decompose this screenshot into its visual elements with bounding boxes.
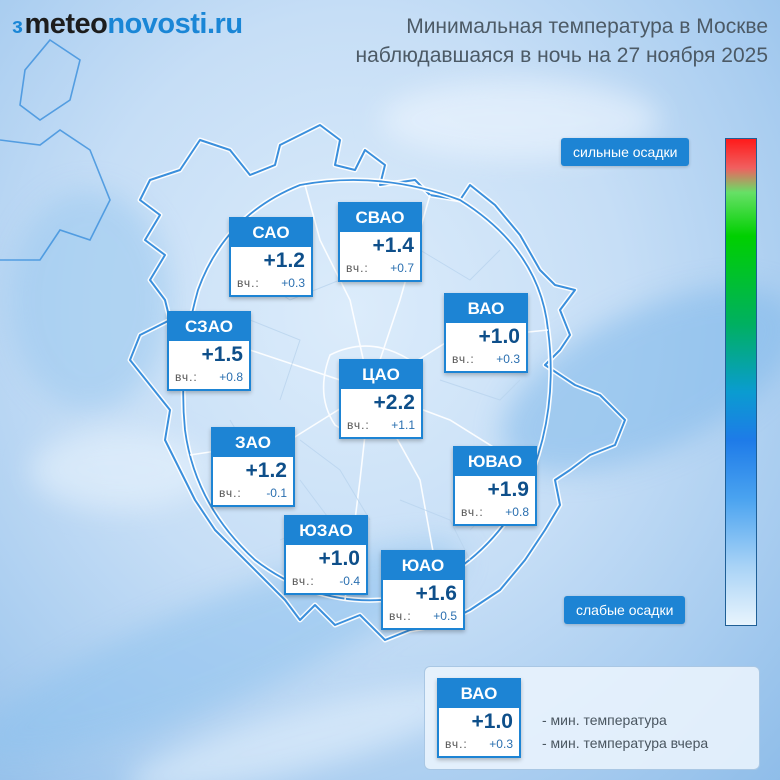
precipitation-layer	[0, 80, 780, 780]
district-yesterday: вч.: -0.1	[213, 485, 293, 501]
yesterday-value: +0.8	[505, 505, 529, 519]
yesterday-label: вч.:	[219, 486, 242, 500]
scale-top-label: сильные осадки	[561, 138, 690, 166]
district-yesterday: вч.: +0.3	[231, 275, 311, 291]
district-card-vao: ВАО +1.0 вч.: +0.3	[444, 293, 528, 373]
yesterday-value: -0.4	[339, 574, 360, 588]
district-yesterday: вч.: +0.8	[169, 369, 249, 385]
yesterday-label: вч.:	[346, 261, 369, 275]
yesterday-label: вч.:	[175, 370, 198, 384]
district-card-yuao: ЮАО +1.6 вч.: +0.5	[381, 550, 465, 630]
yesterday-label: вч.:	[347, 418, 370, 432]
legend-card: ВАО +1.0 вч.: +0.3	[437, 678, 521, 758]
district-name: ЮВАО	[455, 448, 535, 476]
district-yesterday: вч.: +0.7	[340, 260, 420, 276]
brand-name-part1: meteo	[24, 8, 108, 40]
yesterday-value: +0.5	[433, 609, 457, 623]
district-name: СВАО	[340, 204, 420, 232]
legend-line-temp: - мин. температура	[542, 712, 667, 728]
district-card-yuzao: ЮЗАО +1.0 вч.: -0.4	[284, 515, 368, 595]
map-title: Минимальная температура в Москве наблюда…	[356, 12, 768, 70]
yesterday-label: вч.:	[292, 574, 315, 588]
brand-logo: ɜmeteonovosti.ru	[12, 8, 243, 41]
district-temp: +1.5	[201, 343, 243, 366]
yesterday-label: вч.:	[461, 505, 484, 519]
district-temp: +1.6	[415, 582, 457, 605]
district-yesterday: вч.: +0.5	[383, 608, 463, 624]
yesterday-label: вч.:	[445, 737, 468, 751]
district-yesterday: вч.: +0.3	[439, 736, 519, 752]
district-yesterday: вч.: +0.8	[455, 504, 535, 520]
outer-territory	[0, 38, 111, 261]
legend-line-yesterday: - мин. температура вчера	[542, 735, 709, 751]
map-title-line2: наблюдавшаяся в ночь на 27 ноября 2025	[355, 44, 768, 67]
district-name: ВАО	[446, 295, 526, 323]
precipitation-scale-bar	[725, 138, 757, 626]
scale-bottom-label: слабые осадки	[564, 596, 686, 624]
district-name: СЗАО	[169, 313, 249, 341]
district-name: САО	[231, 219, 311, 247]
district-temp: +1.9	[487, 478, 529, 501]
district-temp: +2.2	[373, 391, 415, 414]
district-card-yuvao: ЮВАО +1.9 вч.: +0.8	[453, 446, 537, 526]
yesterday-label: вч.:	[389, 609, 412, 623]
district-name: ЮАО	[383, 552, 463, 580]
district-yesterday: вч.: +1.1	[341, 417, 421, 433]
yesterday-value: +0.3	[496, 352, 520, 366]
district-temp: +1.0	[318, 547, 360, 570]
yesterday-value: +0.8	[219, 370, 243, 384]
yesterday-value: +0.3	[281, 276, 305, 290]
district-name: ЮЗАО	[286, 517, 366, 545]
brand-name-part2: novosti.ru	[107, 8, 243, 40]
yesterday-label: вч.:	[237, 276, 260, 290]
district-yesterday: вч.: -0.4	[286, 573, 366, 589]
district-card-svao: СВАО +1.4 вч.: +0.7	[338, 202, 422, 282]
district-temp: +1.2	[263, 249, 305, 272]
district-temp: +1.2	[245, 459, 287, 482]
yesterday-value: -0.1	[266, 486, 287, 500]
yesterday-value: +0.7	[390, 261, 414, 275]
district-temp: +1.0	[471, 710, 513, 733]
district-card-sao: САО +1.2 вч.: +0.3	[229, 217, 313, 297]
map-title-line1: Минимальная температура в Москве	[406, 15, 768, 38]
district-name: ЗАО	[213, 429, 293, 457]
district-card-szao: СЗАО +1.5 вч.: +0.8	[167, 311, 251, 391]
district-temp: +1.0	[478, 325, 520, 348]
brand-mark-icon: ɜ	[12, 13, 23, 38]
yesterday-value: +0.3	[489, 737, 513, 751]
district-name: ЦАО	[341, 361, 421, 389]
district-yesterday: вч.: +0.3	[446, 351, 526, 367]
district-temp: +1.4	[372, 234, 414, 257]
district-card-cao: ЦАО +2.2 вч.: +1.1	[339, 359, 423, 439]
district-card-zao: ЗАО +1.2 вч.: -0.1	[211, 427, 295, 507]
yesterday-label: вч.:	[452, 352, 475, 366]
yesterday-value: +1.1	[391, 418, 415, 432]
district-name: ВАО	[439, 680, 519, 708]
